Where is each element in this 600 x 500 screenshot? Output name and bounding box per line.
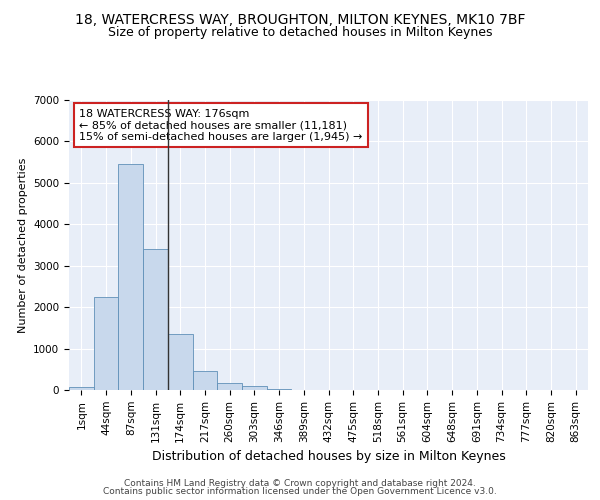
Bar xyxy=(267,389,292,390)
X-axis label: Distribution of detached houses by size in Milton Keynes: Distribution of detached houses by size … xyxy=(152,450,505,463)
Bar xyxy=(242,386,267,390)
Bar xyxy=(94,297,118,390)
Bar xyxy=(193,372,217,390)
Bar xyxy=(168,334,193,390)
Bar xyxy=(217,383,242,390)
Text: Contains public sector information licensed under the Open Government Licence v3: Contains public sector information licen… xyxy=(103,487,497,496)
Text: 18, WATERCRESS WAY, BROUGHTON, MILTON KEYNES, MK10 7BF: 18, WATERCRESS WAY, BROUGHTON, MILTON KE… xyxy=(75,12,525,26)
Bar xyxy=(143,249,168,390)
Bar xyxy=(69,387,94,390)
Text: 18 WATERCRESS WAY: 176sqm
← 85% of detached houses are smaller (11,181)
15% of s: 18 WATERCRESS WAY: 176sqm ← 85% of detac… xyxy=(79,108,363,142)
Bar xyxy=(118,164,143,390)
Y-axis label: Number of detached properties: Number of detached properties xyxy=(17,158,28,332)
Text: Size of property relative to detached houses in Milton Keynes: Size of property relative to detached ho… xyxy=(108,26,492,39)
Text: Contains HM Land Registry data © Crown copyright and database right 2024.: Contains HM Land Registry data © Crown c… xyxy=(124,478,476,488)
